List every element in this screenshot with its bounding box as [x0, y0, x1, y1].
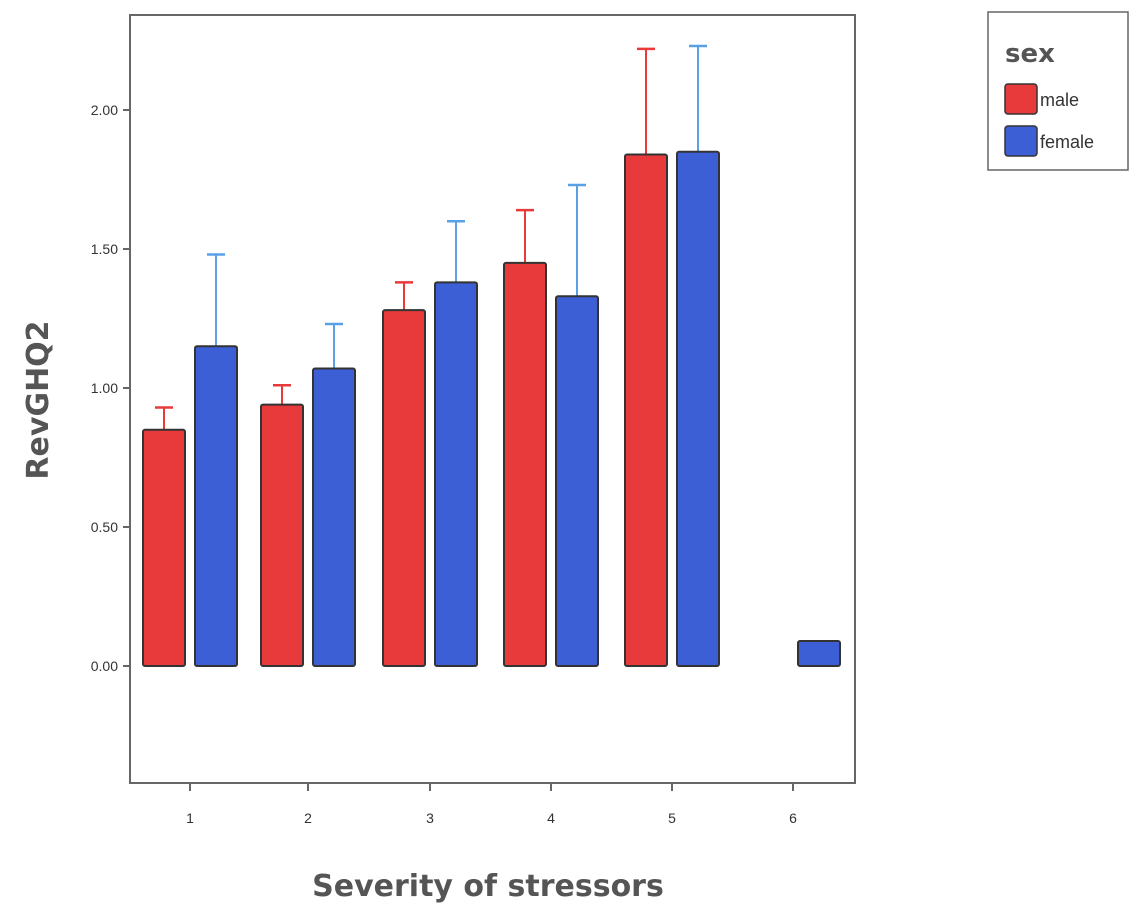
- y-axis-ticks: 0.00 0.50 1.00 1.50 2.00: [91, 102, 130, 674]
- bar-male-4: [503, 261, 547, 667]
- bar-female-3: [434, 281, 478, 667]
- bar-male-1: [142, 428, 186, 668]
- bar-female-1: [194, 345, 238, 667]
- error-bars: [155, 44, 707, 430]
- x-tick-label: 5: [668, 810, 676, 826]
- x-axis-ticks: 1 2 3 4 5 6: [186, 783, 797, 826]
- legend-label-male: male: [1040, 90, 1079, 110]
- bar-male-2: [260, 403, 304, 667]
- y-tick-label: 1.50: [91, 241, 118, 257]
- y-tick-label: 2.00: [91, 102, 118, 118]
- x-tick-label: 4: [547, 810, 555, 826]
- y-axis-title: RevGHQ2: [21, 320, 56, 479]
- bar-female-2: [312, 367, 356, 667]
- y-tick-label: 0.00: [91, 658, 118, 674]
- legend-label-female: female: [1040, 132, 1094, 152]
- x-axis-title: Severity of stressors: [312, 869, 664, 904]
- x-tick-label: 2: [304, 810, 312, 826]
- x-tick-label: 6: [789, 810, 797, 826]
- legend-swatch-female: [1004, 125, 1038, 157]
- x-tick-label: 3: [426, 810, 434, 826]
- legend: sex male female: [987, 11, 1129, 171]
- legend-swatch-male: [1004, 83, 1038, 115]
- y-tick-label: 0.50: [91, 519, 118, 535]
- bar-male-3: [382, 309, 426, 667]
- bars: [142, 150, 841, 668]
- legend-title: sex: [1005, 39, 1055, 69]
- bar-female-5: [676, 150, 720, 667]
- bar-female-4: [555, 295, 599, 667]
- bar-male-5: [624, 153, 668, 667]
- x-tick-label: 1: [186, 810, 194, 826]
- plot-frame: [129, 14, 856, 784]
- bar-female-6: [797, 639, 841, 667]
- y-tick-label: 1.00: [91, 380, 118, 396]
